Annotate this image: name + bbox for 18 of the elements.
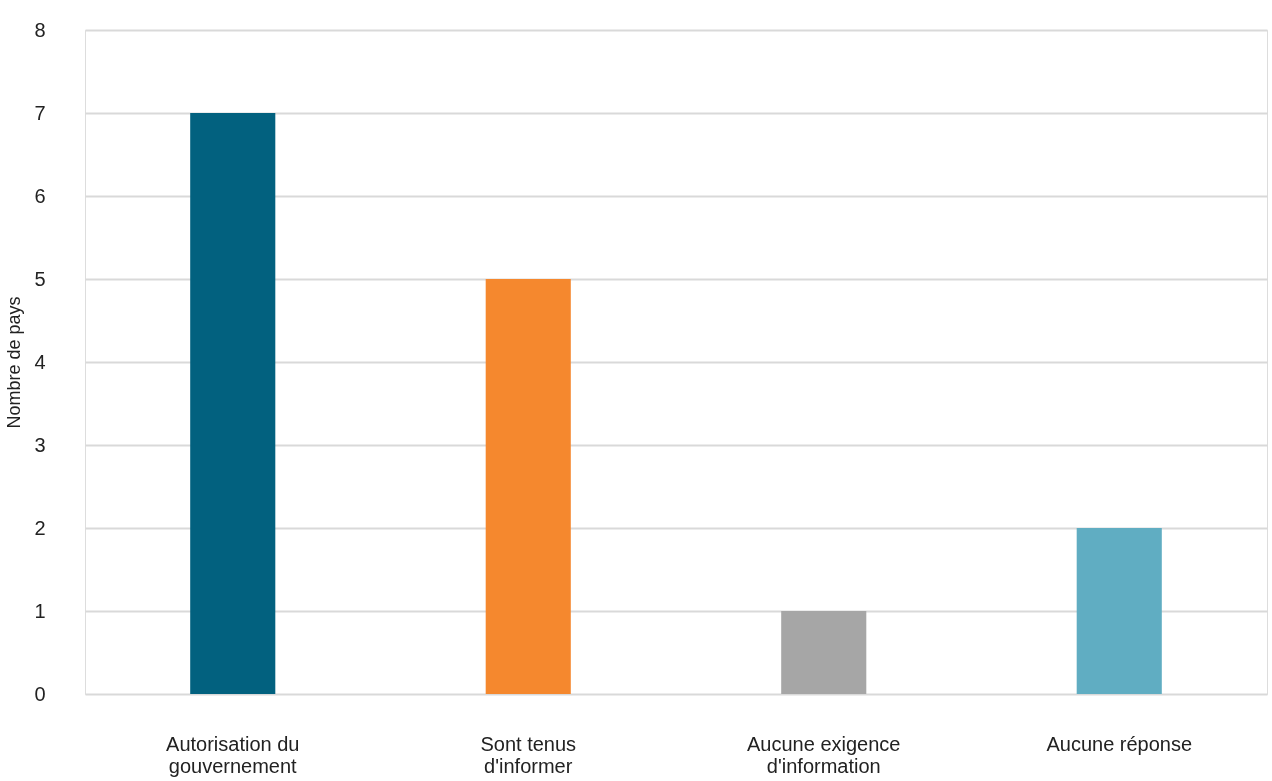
y-tick-label: 7 xyxy=(34,101,46,124)
x-tick-label: Autorisation du gouvernement xyxy=(166,732,300,777)
x-tick-label: Aucune exigence d'information xyxy=(747,732,901,777)
y-tick-label: 2 xyxy=(34,516,46,539)
y-tick-label: 3 xyxy=(34,433,46,456)
y-tick-label: 4 xyxy=(34,350,46,373)
y-tick-label: 1 xyxy=(34,599,46,622)
y-tick-label: 8 xyxy=(34,18,46,41)
bar xyxy=(781,611,867,694)
y-tick-label: 5 xyxy=(34,267,46,290)
y-axis-title: Nombre de pays xyxy=(4,296,25,429)
x-tick-label: Sont tenus d'informer xyxy=(480,732,577,777)
bar xyxy=(1076,528,1162,694)
y-tick-label: 6 xyxy=(34,184,46,207)
bar xyxy=(190,113,276,694)
y-tick-label: 0 xyxy=(34,682,46,705)
x-tick-label: Aucune réponse xyxy=(1046,732,1193,755)
bar xyxy=(485,279,571,694)
